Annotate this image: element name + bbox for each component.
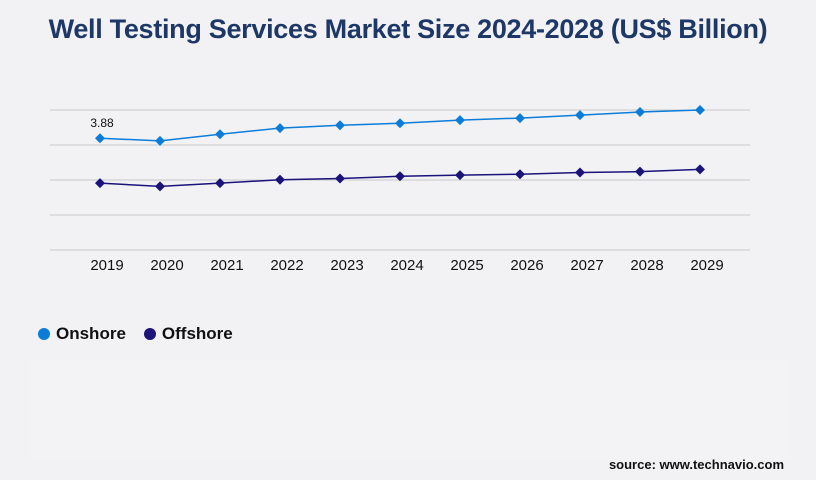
data-point-offshore [95, 178, 105, 189]
data-point-offshore [455, 170, 465, 181]
data-point-offshore [395, 171, 405, 182]
x-tick-label: 2028 [630, 257, 663, 274]
data-point-onshore [275, 123, 285, 134]
source-text: source: www.technavio.com [608, 457, 784, 472]
data-point-onshore [575, 110, 585, 121]
data-label: 3.88 [90, 116, 114, 130]
x-tick-label: 2019 [90, 257, 123, 274]
legend-item-onshore[interactable]: Onshore [38, 324, 126, 344]
data-point-onshore [95, 133, 105, 144]
x-tick-label: 2020 [150, 257, 183, 274]
data-point-offshore [275, 174, 285, 185]
data-point-offshore [575, 167, 585, 178]
data-point-onshore [455, 115, 465, 126]
data-point-onshore [635, 107, 645, 118]
legend-item-offshore[interactable]: Offshore [143, 324, 233, 344]
data-point-onshore [515, 113, 525, 124]
data-point-onshore [395, 118, 405, 129]
legend: Onshore Offshore [38, 324, 233, 344]
x-tick-label: 2023 [330, 257, 363, 274]
onshore-marker-icon [38, 328, 50, 340]
data-point-offshore [335, 173, 345, 184]
data-point-onshore [335, 120, 345, 131]
data-point-onshore [155, 135, 165, 146]
chart-title: Well Testing Services Market Size 2024-2… [48, 14, 768, 44]
data-point-offshore [515, 169, 525, 180]
x-tick-label: 2024 [390, 257, 423, 274]
data-point-offshore [635, 166, 645, 177]
x-tick-label: 2026 [510, 257, 543, 274]
legend-label: Offshore [161, 324, 233, 343]
offshore-marker-icon [143, 328, 156, 340]
data-point-offshore [215, 178, 225, 189]
data-point-onshore [215, 129, 225, 140]
x-tick-label: 2027 [570, 257, 603, 274]
line-chart: 2019 2020 2021 2022 2023 2024 2025 2026 2027 2028… [50, 105, 750, 274]
background-panel [30, 360, 790, 460]
x-tick-label: 2029 [690, 257, 723, 274]
data-point-offshore [695, 164, 705, 175]
x-tick-label: 2022 [270, 257, 303, 274]
x-tick-label: 2025 [450, 257, 483, 274]
data-point-onshore [695, 105, 705, 115]
x-tick-label: 2021 [210, 257, 243, 274]
data-point-offshore [155, 181, 165, 192]
legend-label: Onshore [56, 324, 126, 343]
